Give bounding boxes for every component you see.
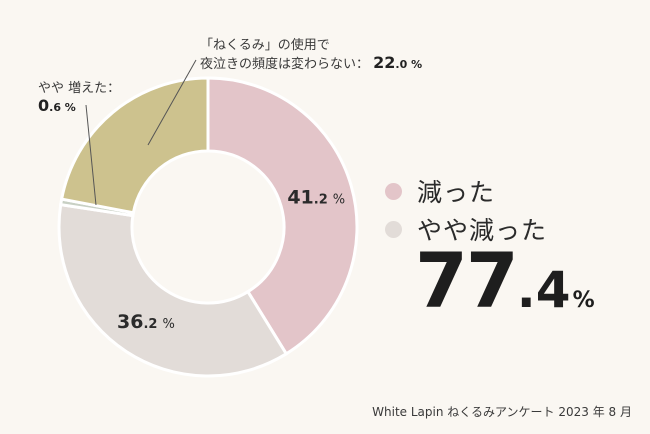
callout-unchanged-int: 22 [373, 53, 396, 72]
callout-increased-dec: .6 % [49, 101, 76, 114]
legend-dot-decreased [385, 182, 402, 200]
callout-increased-int: 0 [38, 96, 50, 115]
total-int: 77 [415, 236, 519, 325]
total-dec: .4 [516, 261, 571, 319]
donut-slice-1 [57, 202, 289, 378]
legend-dot-slightly-decreased [385, 220, 402, 238]
callout-increased: やや 増えた： 0.6 % [38, 80, 120, 116]
legend-label-slightly-decreased: やや減った [417, 216, 548, 245]
callout-unchanged-line1: 「ねくるみ」の使用で [200, 38, 330, 53]
callout-unchanged-line2-wrap: 夜泣きの頻度は変わらない： 22.0 % [200, 54, 422, 73]
donut-slice-3 [59, 76, 210, 215]
source-note: White Lapin ねくるみアンケート 2023 年 8 月 [372, 405, 632, 419]
callout-increased-value: 0.6 % [38, 97, 120, 116]
slice-value-label-1: 36.2% [117, 311, 175, 333]
callout-increased-line1: やや 増えた： [38, 81, 121, 96]
leader-increased [85, 104, 97, 206]
legend-label-decreased: 減った [417, 178, 496, 207]
legend: 減った やや減った [385, 172, 547, 248]
total-unit: % [572, 288, 595, 313]
leader-unchanged [147, 59, 197, 146]
callout-unchanged-dec: .0 % [395, 58, 423, 71]
donut-slice-0 [206, 76, 359, 356]
callout-unchanged: 「ねくるみ」の使用で 夜泣きの頻度は変わらない： 22.0 % [200, 37, 422, 73]
slice-value-label-0: 41.2% [287, 186, 345, 208]
combined-total: 77.4% [415, 236, 595, 325]
callout-unchanged-line2: 夜泣きの頻度は変わらない： [200, 57, 370, 72]
legend-item-decreased: 減った [385, 172, 547, 210]
legend-item-slightly-decreased: やや減った [385, 210, 547, 248]
